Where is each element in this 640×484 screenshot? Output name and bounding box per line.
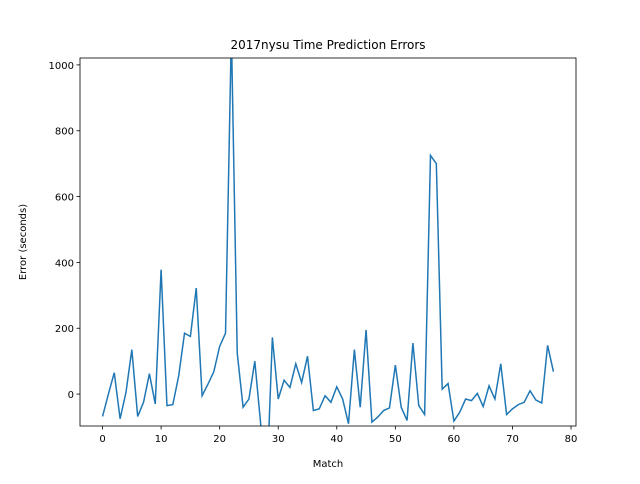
x-tick-label: 30 (272, 434, 285, 445)
data-line (101, 58, 555, 426)
y-tick-label: 400 (55, 258, 74, 269)
chart-title: 2017nysu Time Prediction Errors (230, 38, 425, 52)
y-tick-label: 200 (55, 324, 74, 335)
x-tick-label: 10 (155, 434, 168, 445)
x-tick-label: 50 (389, 434, 402, 445)
x-tick-label: 0 (99, 434, 105, 445)
y-tick-label: 0 (68, 390, 74, 401)
y-tick-label: 1000 (49, 61, 74, 72)
plot-area (101, 58, 555, 426)
axes-frame (79, 57, 577, 427)
x-tick-label: 60 (448, 434, 461, 445)
x-tick-label: 20 (213, 434, 226, 445)
x-tick-label: 70 (506, 434, 519, 445)
y-tick-label: 600 (55, 193, 74, 204)
x-tick-label: 40 (330, 434, 343, 445)
y-tick-label: 800 (55, 127, 74, 138)
x-tick-label: 80 (565, 434, 578, 445)
x-axis-label: Match (313, 459, 344, 470)
y-axis-label: Error (seconds) (18, 204, 29, 280)
